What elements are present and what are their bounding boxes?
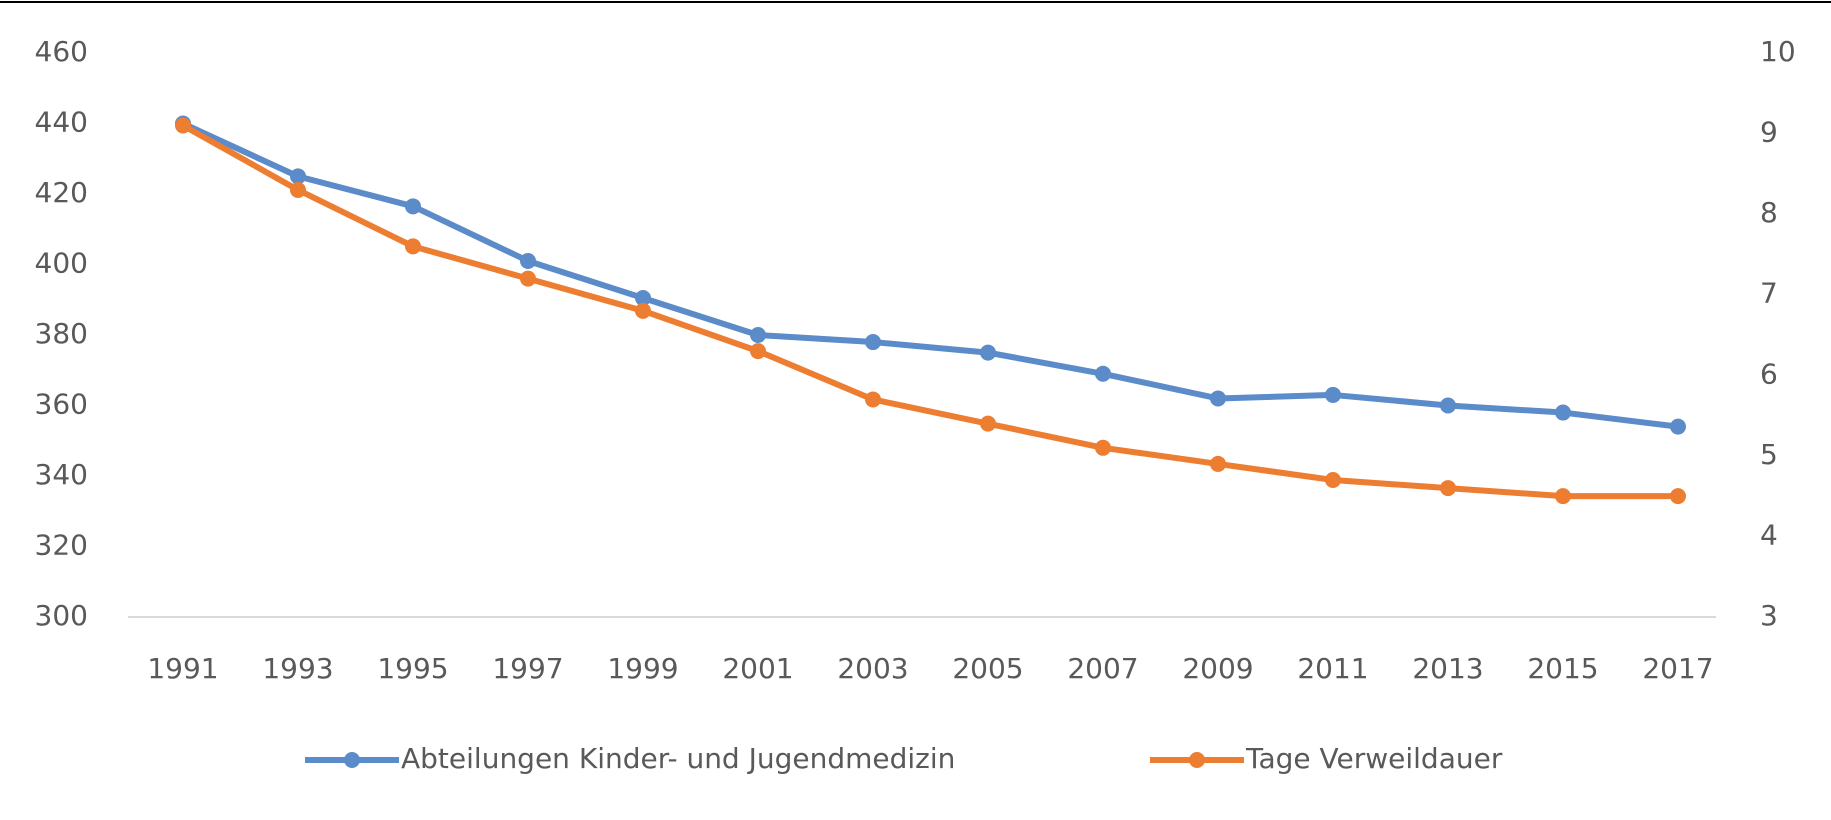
data-point: [980, 345, 996, 361]
y2-tick-label: 8: [1760, 196, 1778, 229]
y2-tick-label: 4: [1760, 518, 1778, 551]
y-tick-label: 440: [35, 106, 88, 139]
y-tick-label: 460: [35, 35, 88, 68]
data-point: [1325, 472, 1341, 488]
data-point: [750, 343, 766, 359]
chart: 300 320 340 360 380 400 420 440 460 3 4 5 6 7 8 9 10 1991…: [0, 0, 1831, 820]
y2-tick-label: 3: [1760, 599, 1778, 632]
legend-marker: [344, 752, 360, 768]
x-tick-label: 2017: [1642, 652, 1713, 685]
y2-tick-label: 9: [1760, 116, 1778, 149]
y-tick-label: 360: [35, 388, 88, 421]
data-point: [1325, 387, 1341, 403]
x-tick-label: 2005: [952, 652, 1023, 685]
x-tick-label: 1997: [492, 652, 563, 685]
series-line: [183, 126, 1678, 497]
y-tick-label: 320: [35, 529, 88, 562]
data-point: [1095, 440, 1111, 456]
data-point: [520, 271, 536, 287]
data-point: [1210, 456, 1226, 472]
data-point: [1670, 488, 1686, 504]
y-tick-label: 340: [35, 458, 88, 491]
data-point: [750, 327, 766, 343]
x-tick-label: 1999: [607, 652, 678, 685]
data-point: [405, 198, 421, 214]
data-point: [865, 334, 881, 350]
series-line: [183, 124, 1678, 427]
y-tick-label: 420: [35, 176, 88, 209]
data-point: [405, 238, 421, 254]
y-tick-label: 300: [35, 599, 88, 632]
x-tick-label: 2007: [1067, 652, 1138, 685]
y2-tick-label: 10: [1760, 35, 1796, 68]
data-point: [980, 416, 996, 432]
data-point: [1095, 366, 1111, 382]
data-point: [635, 303, 651, 319]
x-tick-label: 2015: [1527, 652, 1598, 685]
y-tick-label: 380: [35, 317, 88, 350]
legend-marker: [1189, 752, 1205, 768]
y2-tick-label: 5: [1760, 438, 1778, 471]
y2-tick-label: 6: [1760, 357, 1778, 390]
x-tick-label: 2009: [1182, 652, 1253, 685]
data-point: [520, 253, 536, 269]
data-point: [1555, 488, 1571, 504]
data-point: [175, 118, 191, 134]
data-point: [1440, 480, 1456, 496]
data-point: [1670, 419, 1686, 435]
data-point: [865, 391, 881, 407]
x-tick-label: 1995: [377, 652, 448, 685]
legend-label: Tage Verweildauer: [1245, 742, 1503, 775]
x-tick-label: 2013: [1412, 652, 1483, 685]
y2-tick-label: 7: [1760, 277, 1778, 310]
legend-label: Abteilungen Kinder- und Jugendmedizin: [401, 742, 955, 775]
data-point: [1210, 390, 1226, 406]
data-point: [1440, 398, 1456, 414]
x-tick-label: 2001: [722, 652, 793, 685]
data-point: [1555, 405, 1571, 421]
y-tick-label: 400: [35, 247, 88, 280]
x-tick-label: 2011: [1297, 652, 1368, 685]
data-point: [290, 182, 306, 198]
x-tick-label: 1993: [262, 652, 333, 685]
x-tick-label: 2003: [837, 652, 908, 685]
x-tick-label: 1991: [147, 652, 218, 685]
